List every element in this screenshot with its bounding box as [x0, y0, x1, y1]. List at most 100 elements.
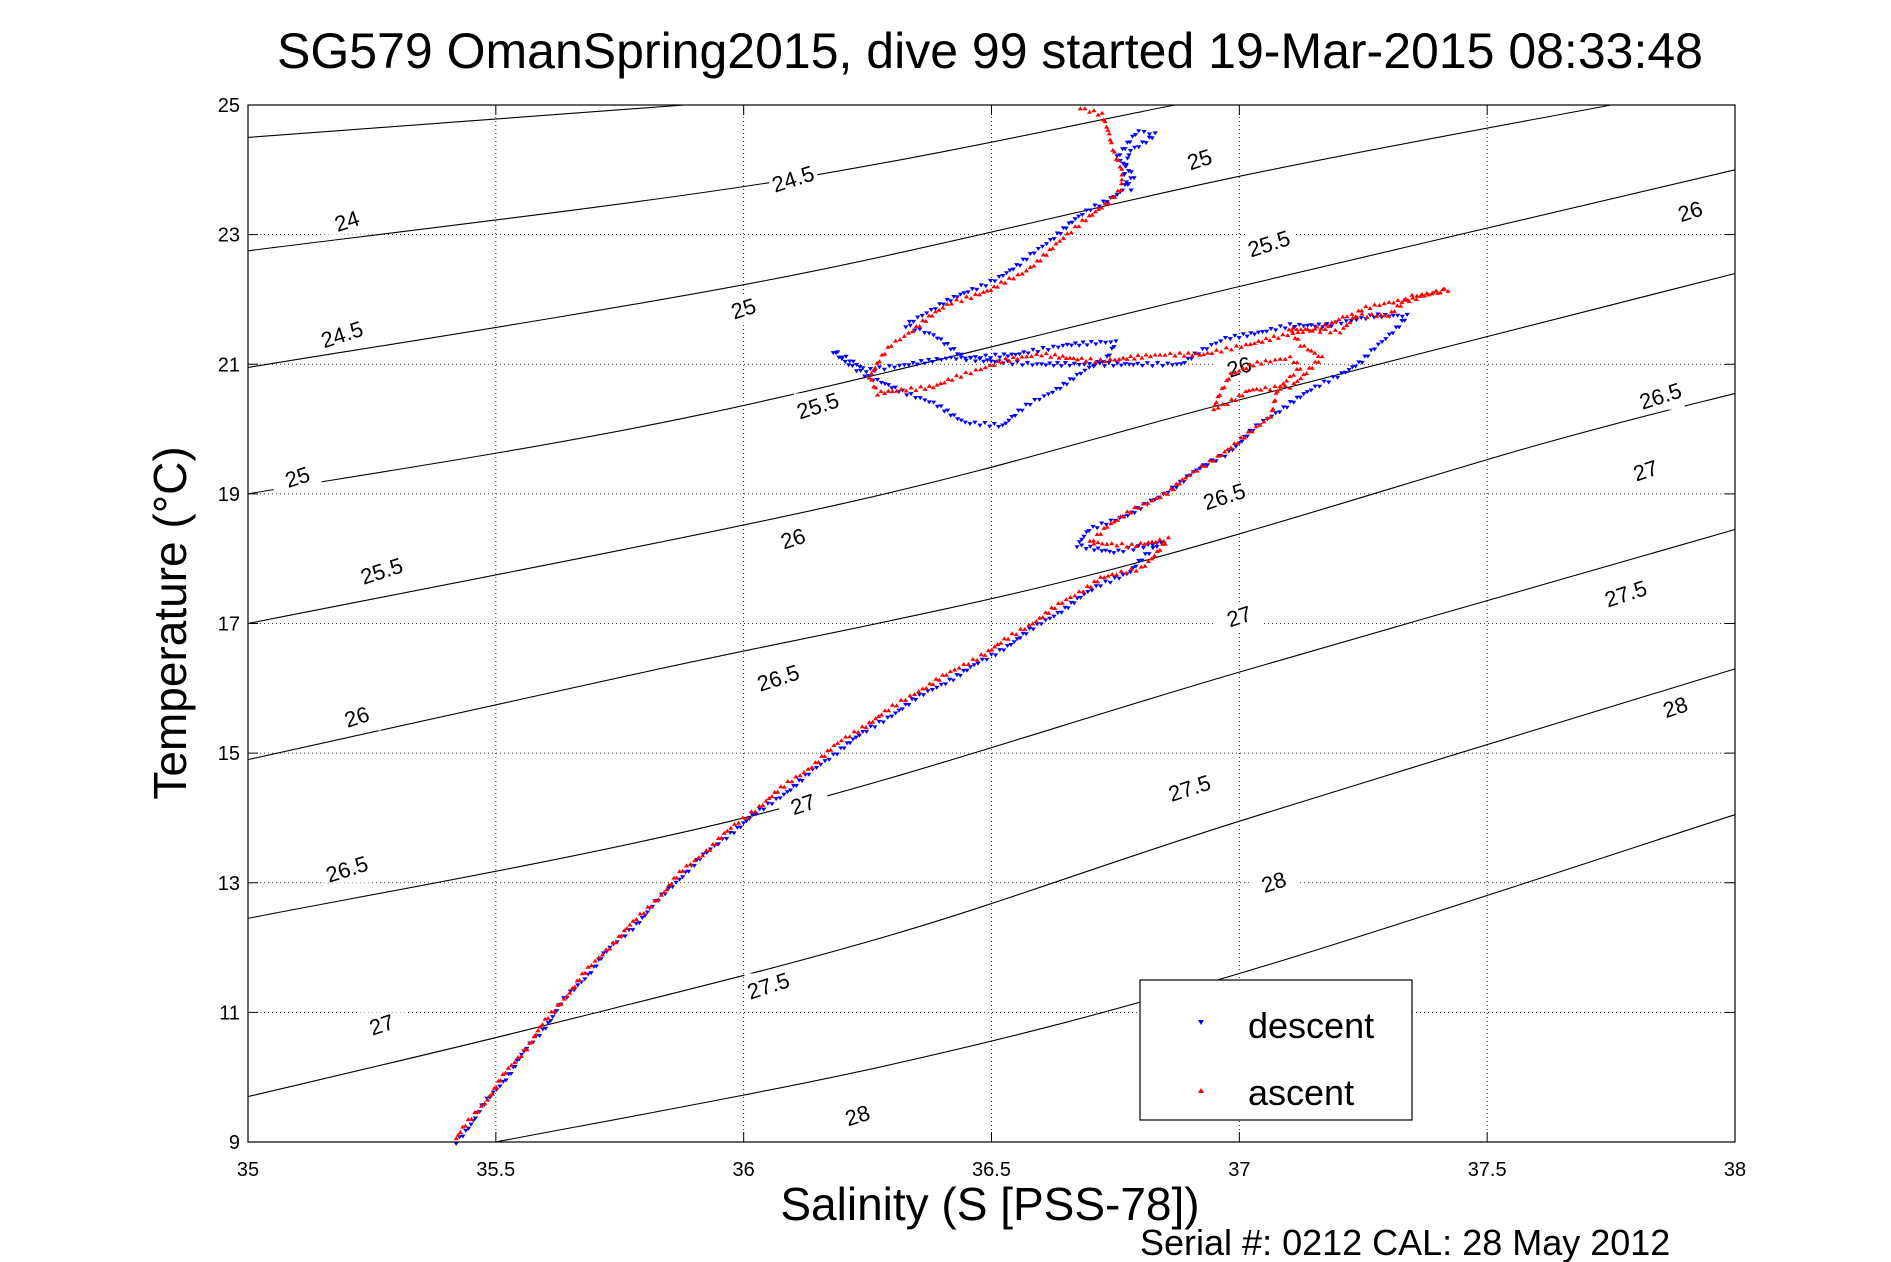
ascent-point	[1101, 575, 1107, 580]
ascent-point	[1190, 469, 1196, 474]
ascent-point	[863, 725, 869, 730]
ascent-point	[1437, 290, 1443, 295]
descent-point	[1090, 524, 1096, 529]
descent-point	[886, 364, 893, 369]
ascent-point	[1124, 356, 1130, 361]
descent-point	[543, 1026, 549, 1031]
ascent-point	[493, 1085, 500, 1090]
ascent-point	[870, 368, 876, 373]
ascent-point	[991, 362, 997, 367]
descent-point	[853, 735, 859, 740]
descent-point	[987, 424, 993, 429]
ascent-point	[1290, 331, 1296, 336]
descent-point	[1173, 485, 1179, 490]
contour-label-mask	[1200, 484, 1249, 511]
descent-point	[1386, 332, 1392, 337]
descent-point	[1284, 405, 1290, 410]
ascent-point	[721, 830, 727, 835]
descent-point	[1204, 347, 1210, 352]
descent-point	[892, 711, 899, 716]
ascent-point	[1267, 338, 1273, 343]
ascent-point	[923, 685, 929, 690]
ascent-point	[999, 360, 1005, 365]
descent-point	[1372, 347, 1378, 352]
ascent-point	[948, 301, 955, 306]
ascent-point	[1312, 326, 1318, 331]
ascent-point	[1303, 371, 1310, 376]
descent-point	[1301, 392, 1307, 397]
ascent-point	[1074, 357, 1081, 362]
ascent-point	[1068, 230, 1074, 235]
descent-point	[1063, 226, 1069, 231]
descent-point	[1064, 342, 1070, 347]
ascent-point	[901, 333, 907, 338]
descent-point	[889, 714, 895, 719]
ascent-point	[1005, 636, 1011, 641]
descent-point	[1020, 257, 1026, 262]
descent-point	[1316, 322, 1322, 327]
descent-point	[1248, 331, 1254, 336]
axis-ticks: 35 35.5 36 36.5 37 37.5 38 9 11 13 15 17 19 21 23 25	[218, 95, 1746, 1181]
ascent-point	[1287, 373, 1293, 378]
ascent-point	[1151, 553, 1158, 558]
ascent-point	[1247, 341, 1254, 346]
descent-point	[1081, 592, 1087, 597]
descent-point	[958, 292, 964, 297]
descent-point	[1273, 328, 1279, 333]
descent-point	[554, 1009, 560, 1014]
descent-point	[1111, 345, 1117, 350]
descent-point	[1201, 463, 1207, 468]
ascent-point	[1092, 209, 1098, 214]
descent-point	[1070, 377, 1077, 382]
ascent-point	[870, 719, 876, 724]
ascent-point	[1063, 356, 1069, 361]
ascent-point	[778, 784, 784, 789]
descent-point	[850, 737, 856, 742]
ascent-point	[1083, 358, 1089, 363]
contour-label-mask	[1215, 354, 1264, 381]
contour-label-mask	[1666, 198, 1715, 225]
descent-point	[1277, 324, 1284, 329]
descent-point	[1108, 340, 1114, 345]
contour-label-mask	[323, 208, 372, 235]
ascent-point	[978, 652, 984, 657]
descent-point	[872, 725, 878, 730]
ascent-point	[1149, 539, 1155, 544]
contour-label-mask	[769, 166, 818, 193]
ascent-point	[545, 1015, 551, 1020]
descent-point	[826, 757, 832, 762]
descent-point	[1045, 392, 1052, 397]
descent-point	[1015, 408, 1022, 413]
ascent-point	[1118, 181, 1125, 186]
contour-label-mask	[357, 558, 406, 585]
descent-point	[1086, 365, 1092, 370]
descent-point	[1326, 380, 1332, 385]
descent-point	[950, 678, 956, 683]
ascent-point	[1322, 326, 1328, 331]
ascent-point	[555, 1002, 561, 1007]
ascent-point	[724, 828, 730, 833]
ascent-point	[898, 387, 904, 392]
ascent-point	[680, 868, 686, 873]
ascent-point	[1241, 435, 1248, 440]
ascent-point	[1218, 453, 1224, 458]
ascent-point	[1128, 566, 1134, 571]
descent-point	[757, 807, 763, 812]
descent-point	[962, 420, 968, 425]
descent-point	[1043, 242, 1050, 247]
ascent-point	[918, 384, 924, 389]
ascent-point	[1294, 327, 1300, 332]
descent-point	[753, 812, 759, 817]
ascent-point	[1133, 544, 1139, 549]
descent-point	[841, 746, 847, 751]
ascent-point	[885, 344, 891, 349]
ascent-point	[965, 661, 972, 666]
descent-point	[1047, 238, 1054, 243]
ascent-point	[944, 301, 950, 306]
descent-point	[988, 359, 994, 364]
contour-line-25	[247, 104, 1612, 369]
ascent-point	[1010, 355, 1016, 360]
ascent-point	[963, 294, 970, 299]
descent-point	[842, 359, 848, 364]
descent-point	[545, 1021, 551, 1026]
